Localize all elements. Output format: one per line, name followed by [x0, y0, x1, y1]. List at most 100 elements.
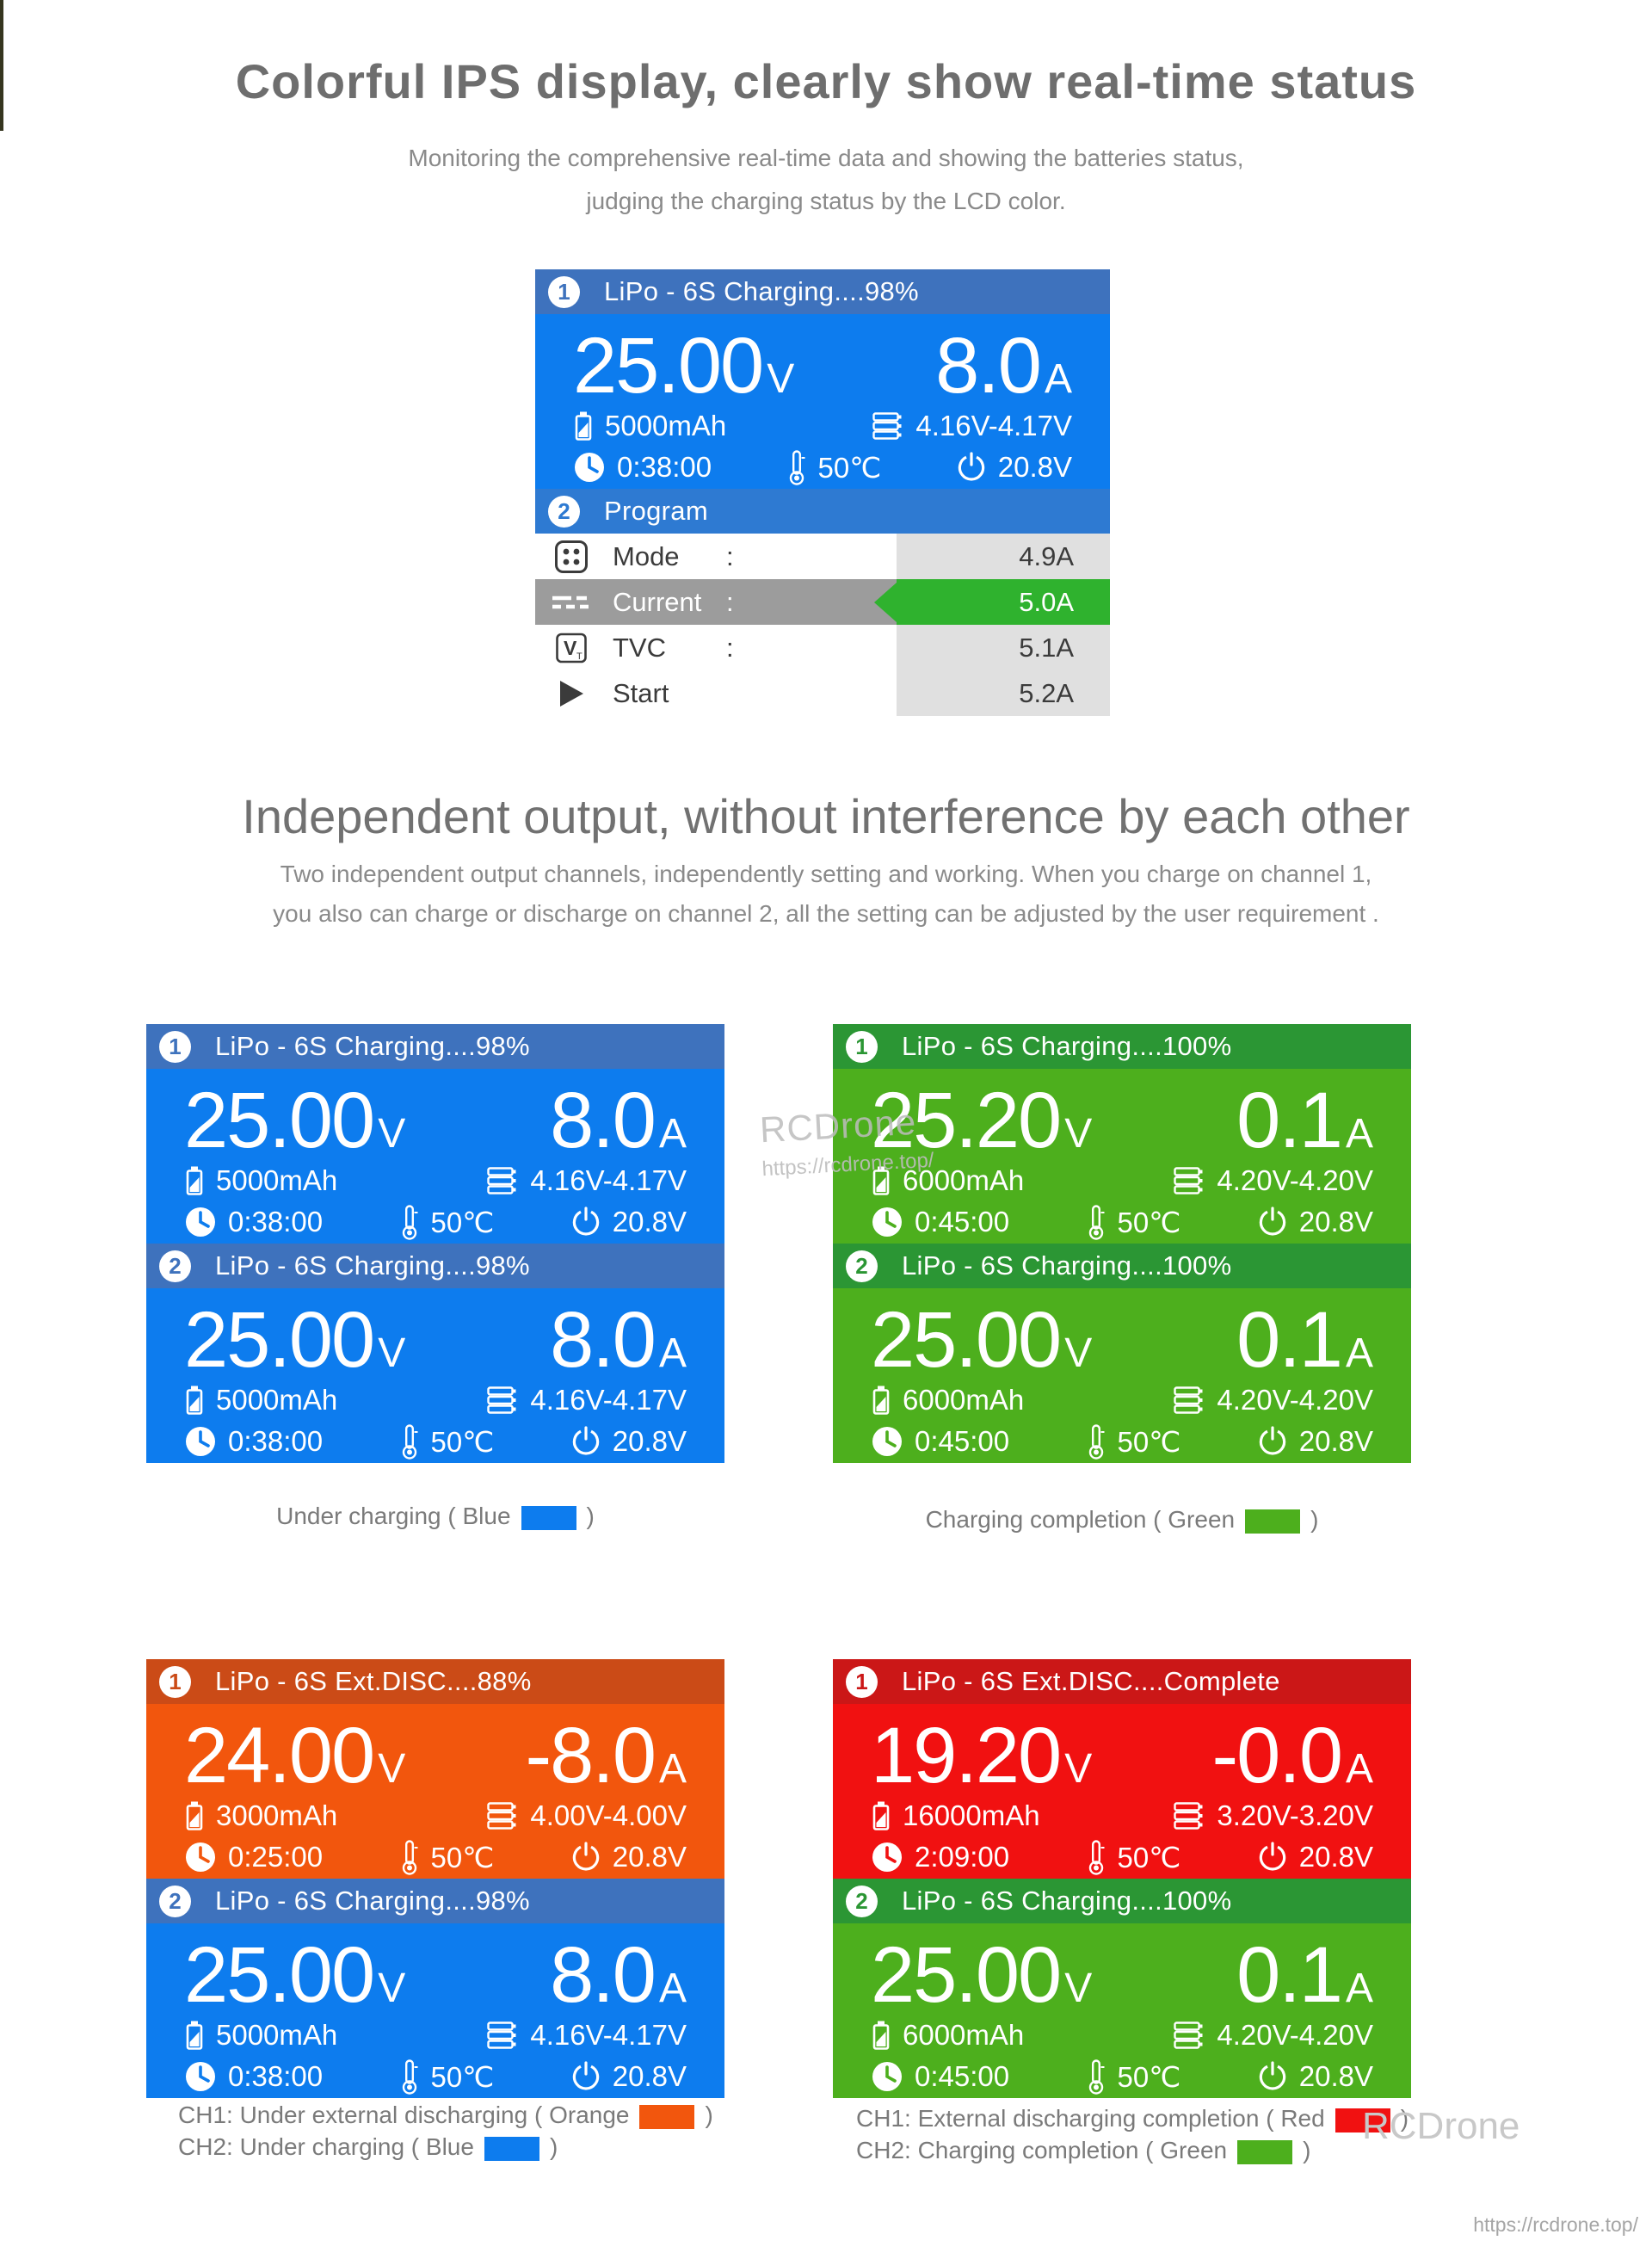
temperature-value: 50℃ [430, 1425, 495, 1458]
lcd-display-discharge-complete: 1 LiPo - 6S Ext.DISC....Complete 19.20 V -0.… [833, 1659, 1411, 2098]
caption-line: CH1: External discharging completion ( R… [856, 2105, 1409, 2132]
cell-stack-icon [487, 1167, 516, 1194]
cell-voltage-range: 4.16V-4.17V [915, 410, 1072, 441]
capacity-cells-row: 6000mAh 4.20V-4.20V [871, 1379, 1373, 1421]
menu-item-mode: Mode:4.9A [535, 534, 1110, 579]
cell-voltage-range: 4.16V-4.17V [530, 1164, 687, 1196]
power-icon [572, 1426, 599, 1455]
input-voltage-value: 20.8V [1298, 1841, 1373, 1873]
thermometer-icon [1088, 2059, 1105, 2095]
input-voltage-value: 20.8V [1298, 1425, 1373, 1457]
voltage-readout: 24.00 V [184, 1716, 405, 1795]
start-icon [560, 680, 583, 707]
capacity-cells-row: 5000mAh 4.16V-4.17V [573, 405, 1072, 447]
color-swatch [1335, 2108, 1390, 2132]
cell-voltage-group: 4.16V-4.17V [486, 1384, 687, 1417]
battery-icon [872, 2021, 890, 2050]
channel-number-badge: 1 [846, 1665, 878, 1698]
channel-header: 1 LiPo - 6S Charging....98% [146, 1024, 724, 1069]
capacity-cells-row: 3000mAh 4.00V-4.00V [184, 1795, 687, 1836]
thermometer-icon [402, 1205, 418, 1240]
caption-text: CH1: External discharging completion ( R… [856, 2105, 1325, 2132]
voltage-readout: 25.00 V [573, 326, 794, 405]
lcd-display-both-complete: 1 LiPo - 6S Charging....100% 25.20 V 0.1 A 600… [833, 1024, 1411, 1463]
channel-header: 1 LiPo - 6S Ext.DISC....Complete [833, 1659, 1411, 1704]
battery-icon [186, 2021, 203, 2050]
cell-voltage-range: 4.00V-4.00V [530, 1799, 687, 1831]
input-voltage-group: 20.8V [1257, 1841, 1373, 1873]
power-icon [958, 452, 984, 481]
time-temp-row: 0:25:00 50℃ 20.8V [184, 1836, 687, 1878]
clock-icon [186, 1427, 215, 1456]
watermark-rcdrone-corner: RCDrone [1362, 2105, 1520, 2147]
battery-icon [872, 1166, 890, 1195]
footer-link[interactable]: https://rcdrone.top/ [1473, 2213, 1638, 2236]
input-voltage-group: 20.8V [570, 2060, 687, 2093]
cell-stack-icon [487, 2021, 516, 2049]
capacity-cells-row: 6000mAh 4.20V-4.20V [871, 1160, 1373, 1201]
voltage-value: 25.00 [184, 1077, 375, 1164]
program-number-badge: 2 [548, 495, 580, 528]
capacity-value: 6000mAh [903, 1384, 1025, 1416]
time-temp-row: 0:38:00 50℃ 20.8V [573, 447, 1072, 488]
channel-header: 1 LiPo - 6S Ext.DISC....88% [146, 1659, 724, 1704]
clock-icon [186, 2062, 215, 2091]
caption-text: ) [705, 2102, 713, 2128]
current-icon [552, 596, 590, 608]
caption-text: CH2: Under charging ( Blue [178, 2133, 474, 2160]
current-value: 8.0 [935, 322, 1042, 410]
channel-status-title: LiPo - 6S Charging....98% [604, 276, 919, 306]
current-readout: 8.0 A [550, 1935, 687, 2015]
elapsed-time: 0:38:00 [228, 1206, 324, 1238]
channel-status-title: LiPo - 6S Charging....98% [215, 1031, 530, 1061]
current-unit: A [658, 1330, 687, 1376]
caption-text: Charging completion ( Green [925, 1506, 1236, 1533]
current-value: 0.1 [1236, 1931, 1343, 2019]
temperature-group: 50℃ [786, 449, 881, 485]
start-icon-wrap [551, 678, 592, 709]
current-value: 8.0 [550, 1296, 656, 1384]
clock-icon [872, 1427, 902, 1456]
current-readout: -8.0 A [525, 1716, 687, 1795]
input-voltage-group: 20.8V [1257, 2060, 1373, 2093]
current-unit: A [1345, 1111, 1373, 1157]
channel-block: 1 LiPo - 6S Charging....100% 25.20 V 0.1 A 600… [833, 1024, 1411, 1244]
time-group: 0:25:00 [184, 1841, 323, 1873]
channel-status-title: LiPo - 6S Charging....98% [215, 1250, 530, 1281]
elapsed-time: 0:45:00 [915, 2060, 1010, 2092]
program-title: Program [604, 496, 708, 526]
menu-item-left: Mode: [535, 534, 897, 579]
capacity-group: 6000mAh [871, 1384, 1024, 1417]
power-icon [572, 1207, 599, 1236]
cell-voltage-range: 4.20V-4.20V [1217, 1384, 1373, 1416]
current-readout: -0.0 A [1211, 1716, 1373, 1795]
temperature-group: 50℃ [1086, 2058, 1180, 2095]
capacity-group: 5000mAh [184, 2019, 337, 2052]
time-temp-row: 0:38:00 50℃ 20.8V [184, 2056, 687, 2097]
channel-block: 1 LiPo - 6S Ext.DISC....88% 24.00 V -8.0 A 300… [146, 1659, 724, 1879]
channel-body: 25.00 V 8.0 A 5000mAh 4.16V-4.17V 0:38:00 50℃ 20… [146, 1923, 724, 2098]
main-readout-row: 19.20 V -0.0 A [871, 1704, 1373, 1795]
channel-header: 2 LiPo - 6S Charging....98% [146, 1244, 724, 1288]
current-readout: 0.1 A [1236, 1935, 1373, 2015]
power-icon [1259, 1426, 1285, 1455]
cell-stack-icon [1174, 1167, 1203, 1194]
color-swatch [1245, 1509, 1301, 1534]
capacity-group: 3000mAh [184, 1799, 337, 1832]
capacity-value: 6000mAh [903, 2019, 1025, 2051]
section2-subtitle-line2: you also can charge or discharge on chan… [273, 900, 1379, 927]
svg-text:T: T [576, 651, 583, 662]
channel-block: 2 LiPo - 6S Charging....98% 25.00 V 8.0 A 5000… [146, 1879, 724, 2098]
lcd-display-both-charging: 1 LiPo - 6S Charging....98% 25.00 V 8.0 A 5000… [146, 1024, 724, 1463]
thermometer-icon [402, 2059, 418, 2095]
clock-icon [186, 1842, 215, 1872]
voltage-readout: 19.20 V [871, 1716, 1092, 1795]
channel-body: 25.00 V 0.1 A 6000mAh 4.20V-4.20V 0:45:00 50℃ 20… [833, 1923, 1411, 2098]
channel-number-badge: 2 [846, 1885, 878, 1917]
capacity-value: 3000mAh [216, 1799, 338, 1831]
power-icon [572, 2061, 599, 2090]
caption-text: CH1: Under external discharging ( Orange [178, 2102, 630, 2128]
voltage-unit: V [378, 1746, 406, 1792]
input-voltage-value: 20.8V [1298, 2060, 1373, 2092]
temperature-group: 50℃ [1086, 1423, 1180, 1460]
